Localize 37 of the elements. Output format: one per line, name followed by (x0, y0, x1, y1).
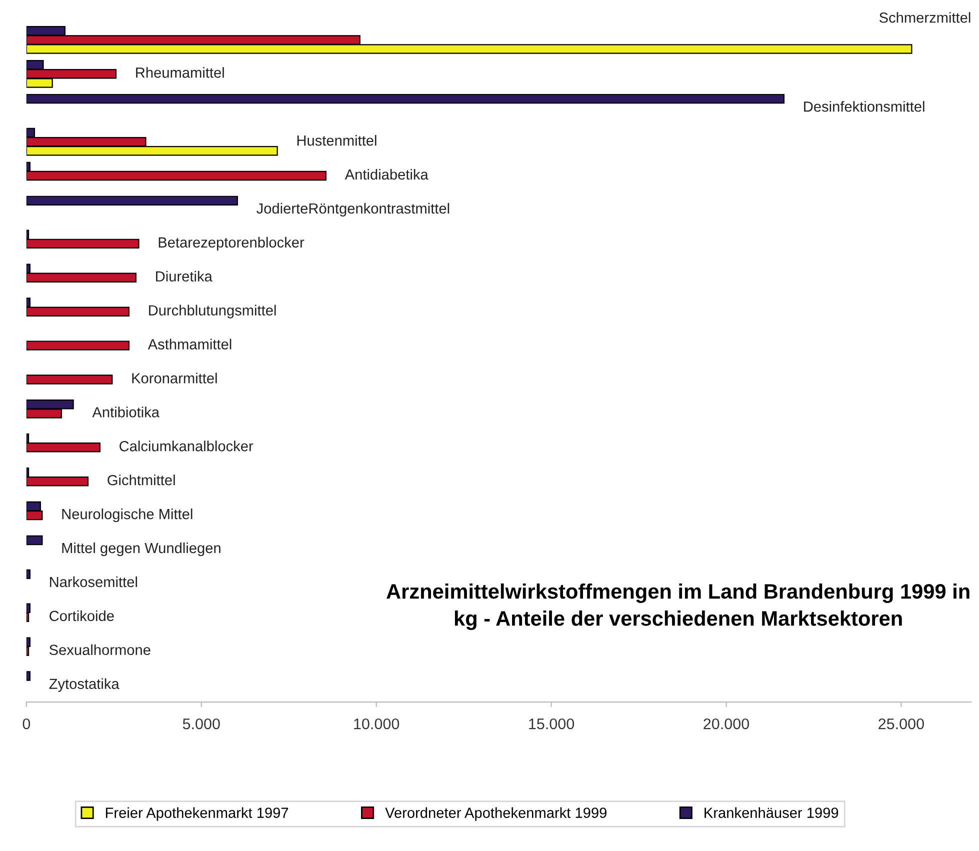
x-tick-label: 20.000 (704, 718, 750, 730)
text: Arzneimittelwirkstoffmengen im Land Brandenburg 1999 in kg - Anteile der verschiedenen Marktsektoren (386, 583, 970, 630)
y-tick-label: Asthmamittel (148, 338, 232, 350)
y-tick-label: Antidiabetika (344, 168, 428, 180)
y-tick-label: Durchblutungsmittel (149, 304, 276, 318)
bar (26, 94, 785, 104)
legend-label: Krankenhäuser 1999 (704, 807, 838, 818)
y-tick-label: Rheumamittel (136, 67, 224, 78)
y-tick-label: Narkosemittel (50, 576, 137, 588)
y-tick-label: Betarezeptorenblocker (158, 236, 304, 250)
y-tick-label: Hustenmittel (297, 135, 376, 146)
bar (26, 535, 43, 546)
legend-label: Freier Apothekenmarkt 1997 (106, 807, 288, 821)
x-tick-label: 10.000 (354, 718, 400, 730)
x-tick-label: 25.000 (878, 718, 924, 730)
y-tick-label: Zytostatika (49, 678, 120, 692)
y-tick-label: Calciumkanalblocker (120, 440, 254, 452)
bar (26, 196, 238, 206)
x-tick-label: 0 (22, 718, 30, 730)
bar (26, 340, 130, 350)
y-tick-label: Desinfektionsmittel (804, 101, 924, 112)
y-tick-label: Koronarmittel (132, 372, 217, 384)
legend-label: Verordneter Apothekenmarkt 1999 (385, 807, 606, 821)
y-tick-label: Cortikoide (50, 610, 114, 622)
x-tick-label: 5.000 (182, 718, 220, 730)
y-tick-label: Antibiotika (92, 406, 160, 418)
x-tick-label: 15.000 (529, 718, 574, 730)
bar (26, 671, 30, 681)
y-tick-label: Mittel gegen Wundliegen (62, 542, 220, 556)
y-tick-label: Schmerzmittel (879, 12, 970, 23)
bar (26, 569, 30, 580)
y-tick-label: Diuretika (156, 270, 212, 282)
y-tick-label: Neurologische Mittel (62, 508, 192, 522)
y-tick-label: JodierteRöntgenkontrastmittel (256, 202, 450, 217)
y-tick-label: Sexualhormone (49, 644, 150, 656)
bar (26, 374, 113, 384)
y-tick-label: Gichtmittel (108, 474, 175, 486)
